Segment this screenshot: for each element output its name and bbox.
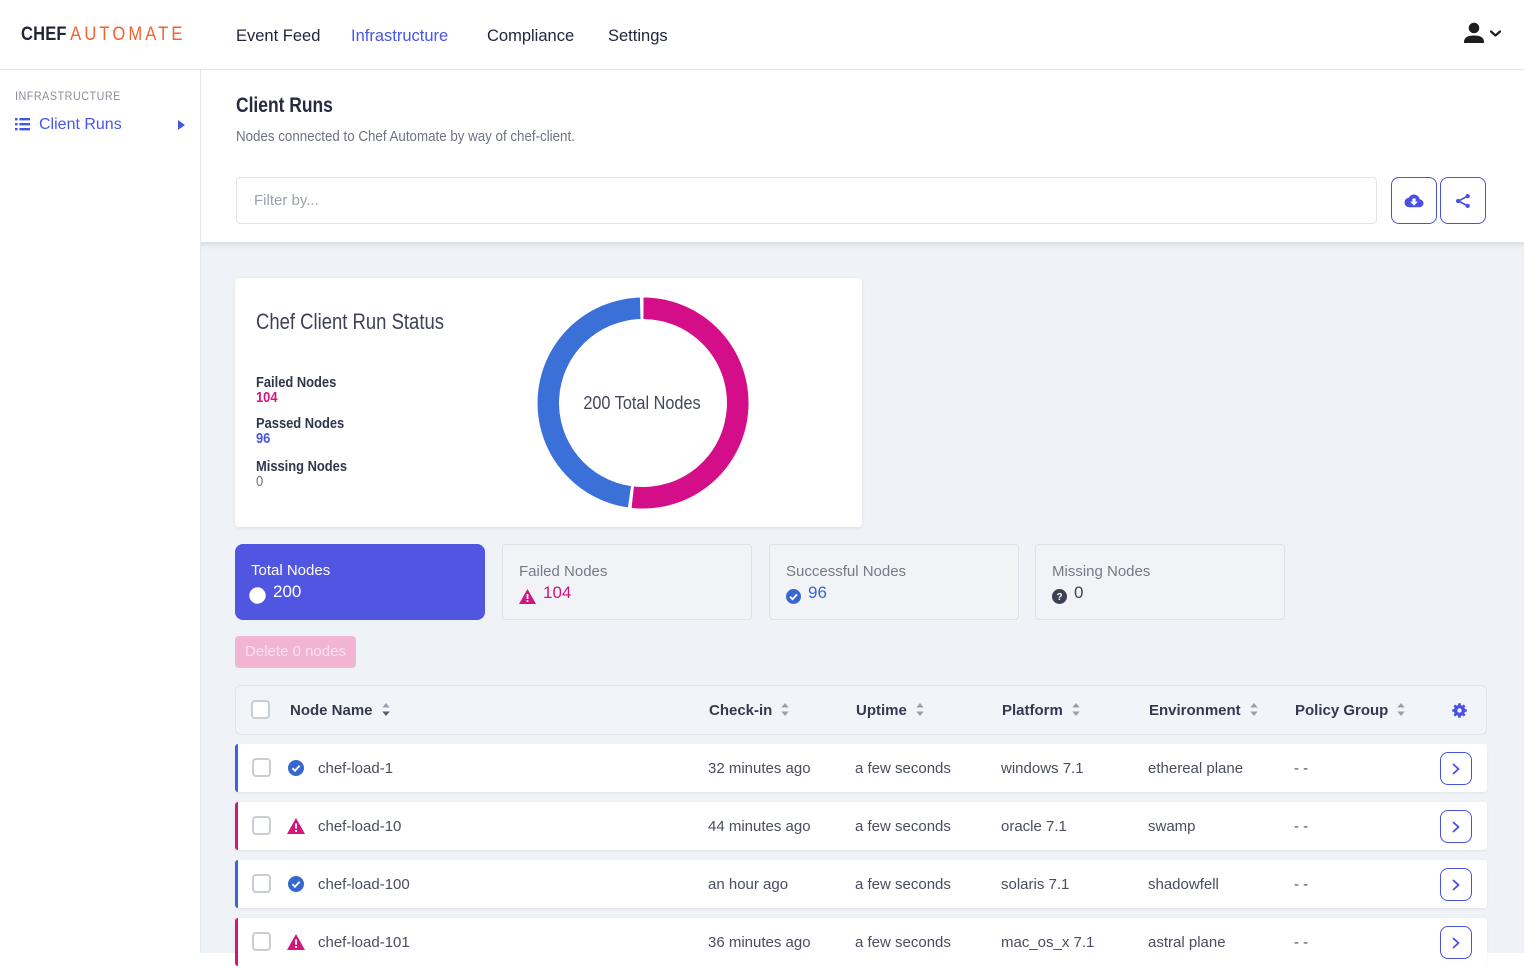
svg-text:?: ? bbox=[1056, 592, 1062, 603]
